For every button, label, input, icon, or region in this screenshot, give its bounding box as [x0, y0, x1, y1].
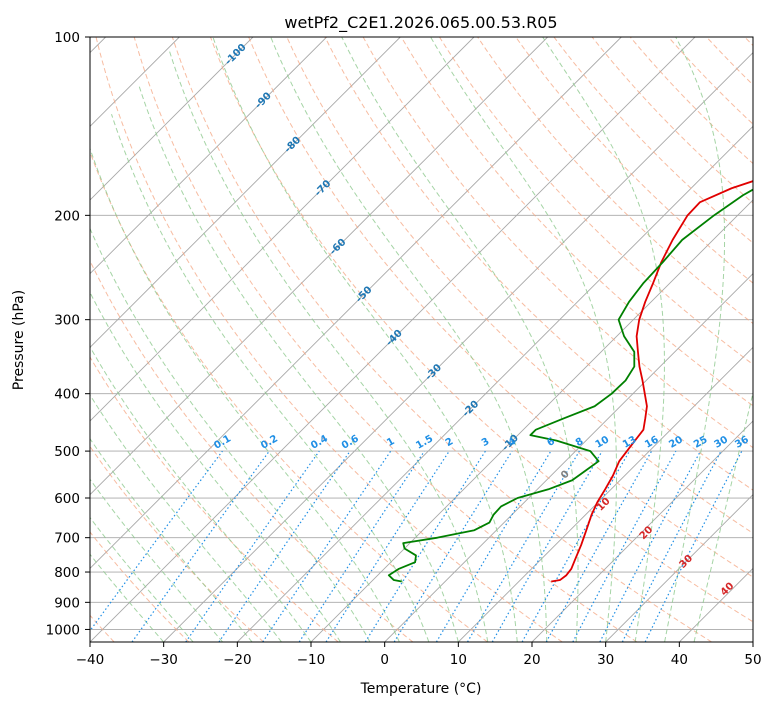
- y-tick-label: 700: [54, 531, 80, 547]
- mixing-ratio-line: [185, 450, 320, 642]
- dry-adiabat-line: [439, 37, 753, 366]
- moist-adiabat-line: [90, 437, 253, 642]
- moist-adiabat-line: [90, 394, 282, 642]
- dry-adiabat-line: [90, 445, 264, 642]
- isotherm-line: [237, 125, 753, 642]
- chart-title: wetPf2_C2E1.2026.065.00.53.R05: [284, 13, 557, 33]
- dry-adiabat-line: [133, 37, 638, 642]
- mixing-ratio-line: [262, 450, 392, 642]
- moist-adiabat-line: [137, 83, 459, 642]
- mixing-ratio-label: 2: [444, 436, 456, 449]
- isotherm-line: [90, 37, 254, 201]
- mixing-ratio-label: 8: [574, 436, 586, 449]
- y-tick-label: 800: [54, 565, 80, 581]
- dry-adiabat-line: [171, 37, 712, 642]
- x-tick-label: −40: [76, 652, 105, 668]
- isotherm-line: [458, 346, 753, 642]
- mixing-ratio-line: [644, 450, 743, 642]
- x-tick-label: 40: [671, 652, 688, 668]
- mixing-ratio-line: [131, 450, 270, 642]
- y-tick-label: 600: [54, 491, 80, 507]
- y-tick-label: 1000: [46, 622, 80, 638]
- moist-adiabat-line: [90, 147, 400, 642]
- x-tick-label: −20: [223, 652, 252, 668]
- isotherm-line: [90, 37, 696, 642]
- dry-adiabat-line: [324, 37, 753, 491]
- x-tick-label: 50: [744, 652, 761, 668]
- dry-adiabat-line: [515, 37, 753, 284]
- x-tick-label: −10: [297, 652, 326, 668]
- x-tick-label: 10: [450, 652, 467, 668]
- dry-adiabat-line: [90, 259, 414, 642]
- y-tick-label: 300: [54, 313, 80, 329]
- plot-frame: [89, 36, 754, 643]
- dry-adiabat-line: [90, 531, 190, 642]
- dewpoint-profile-line: [387, 188, 753, 583]
- x-tick-label: 20: [523, 652, 540, 668]
- mixing-ratio-line: [572, 450, 677, 642]
- y-tick-label: 100: [54, 30, 80, 46]
- dry-adiabat-line: [400, 37, 753, 407]
- mixing-ratio-line: [521, 450, 631, 642]
- moist-adiabat-line: [664, 37, 726, 642]
- y-tick-label: 900: [54, 595, 80, 611]
- isotherm-line: [90, 37, 622, 569]
- moist-adiabat-line: [111, 114, 430, 642]
- dry-adiabat-line: [210, 37, 753, 623]
- temperature-profile-line: [551, 180, 753, 583]
- isotherm-line: [384, 273, 753, 642]
- mixing-ratio-line: [325, 450, 450, 642]
- moist-adiabat-line: [693, 390, 753, 642]
- plot-series: [387, 180, 753, 583]
- moist-adiabat-line: [168, 49, 489, 642]
- isotherm-line: [163, 52, 753, 642]
- dry-adiabat-line: [248, 37, 753, 578]
- isotherm-line: [605, 494, 753, 642]
- x-axis-label: Temperature (°C): [360, 681, 482, 697]
- moist-adiabat-line: [341, 37, 579, 642]
- moist-adiabat-line: [542, 37, 665, 642]
- y-tick-label: 400: [54, 387, 80, 403]
- moist-adiabat-line: [430, 37, 618, 642]
- isotherm-line: [90, 37, 327, 275]
- y-tick-label: 200: [54, 208, 80, 224]
- mixing-ratio-line: [90, 450, 223, 632]
- mixing-ratio-line: [393, 450, 513, 642]
- x-tick-label: 0: [380, 652, 389, 668]
- y-axis-label: Pressure (hPa): [11, 290, 27, 390]
- axes: −40 −30 −20 −10 0 10 20 30 40 50 1000 900 800 700 600 5…: [46, 30, 762, 668]
- moist-adiabat-line: [90, 291, 341, 642]
- mixing-ratio-label: 3: [480, 436, 492, 449]
- isotherm-line: [90, 37, 548, 496]
- x-tick-label: 30: [597, 652, 614, 668]
- mixing-ratio-line: [545, 450, 653, 642]
- dry-adiabat-line: [90, 356, 339, 642]
- isotherm-line: [90, 37, 475, 422]
- plot-background-lines: [90, 37, 753, 642]
- dry-adiabat-line: [95, 37, 563, 642]
- dry-adiabat-line: [90, 150, 488, 642]
- mixing-ratio-line: [298, 450, 425, 642]
- y-tick-label: 500: [54, 444, 80, 460]
- mixing-ratio-label: 6: [545, 436, 557, 449]
- isotherm-line: [531, 420, 753, 642]
- mixing-ratio-label: 4: [507, 436, 519, 449]
- x-tick-label: −30: [149, 652, 178, 668]
- isotherm-line: [90, 37, 401, 348]
- mixing-ratio-label: 1: [385, 436, 397, 449]
- moist-adiabat-line: [212, 37, 518, 642]
- mixing-ratio-line: [218, 450, 351, 642]
